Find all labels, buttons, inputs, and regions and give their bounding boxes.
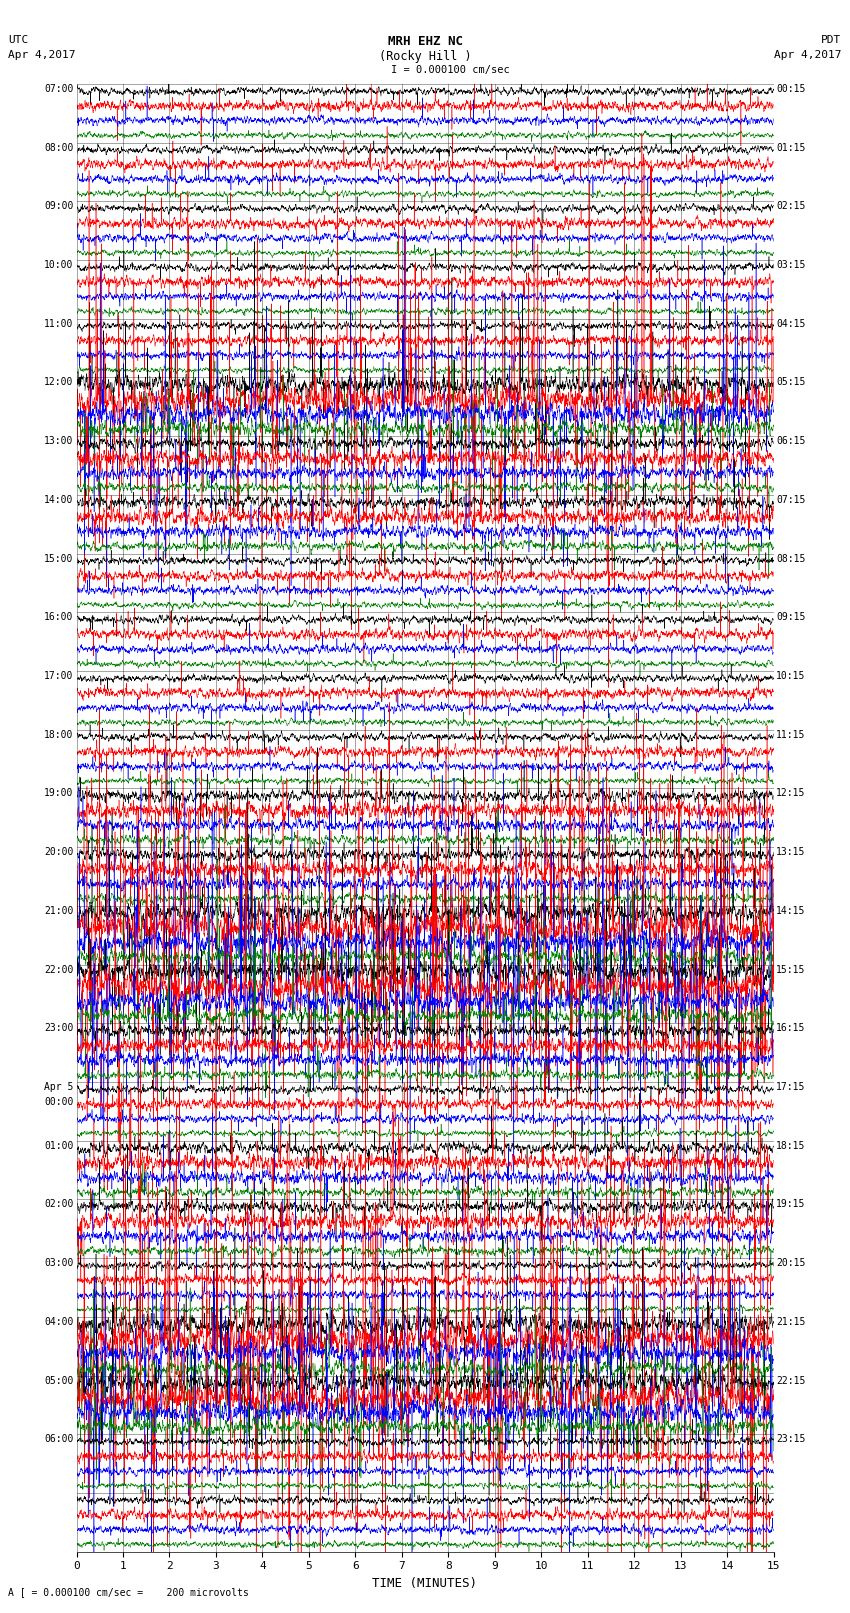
Text: 02:00: 02:00 [44, 1200, 74, 1210]
Text: 14:00: 14:00 [44, 495, 74, 505]
Text: Apr 5: Apr 5 [44, 1082, 74, 1092]
Text: 19:00: 19:00 [44, 789, 74, 798]
Text: A [ = 0.000100 cm/sec =    200 microvolts: A [ = 0.000100 cm/sec = 200 microvolts [8, 1587, 249, 1597]
Text: UTC: UTC [8, 35, 29, 45]
Text: 17:15: 17:15 [776, 1082, 806, 1092]
Text: 03:00: 03:00 [44, 1258, 74, 1268]
Text: 11:00: 11:00 [44, 319, 74, 329]
Text: 06:15: 06:15 [776, 436, 806, 447]
X-axis label: TIME (MINUTES): TIME (MINUTES) [372, 1578, 478, 1590]
Text: 16:15: 16:15 [776, 1023, 806, 1034]
Text: Apr 4,2017: Apr 4,2017 [8, 50, 76, 60]
Text: 21:15: 21:15 [776, 1316, 806, 1327]
Text: 17:00: 17:00 [44, 671, 74, 681]
Text: 22:15: 22:15 [776, 1376, 806, 1386]
Text: 18:15: 18:15 [776, 1140, 806, 1150]
Text: 04:15: 04:15 [776, 319, 806, 329]
Text: 08:00: 08:00 [44, 142, 74, 153]
Text: 09:00: 09:00 [44, 202, 74, 211]
Text: PDT: PDT [821, 35, 842, 45]
Text: 15:00: 15:00 [44, 553, 74, 563]
Text: 08:15: 08:15 [776, 553, 806, 563]
Text: 07:00: 07:00 [44, 84, 74, 94]
Text: 03:15: 03:15 [776, 260, 806, 269]
Text: 21:00: 21:00 [44, 907, 74, 916]
Text: 02:15: 02:15 [776, 202, 806, 211]
Text: 19:15: 19:15 [776, 1200, 806, 1210]
Text: 00:00: 00:00 [44, 1097, 74, 1107]
Text: 01:00: 01:00 [44, 1140, 74, 1150]
Text: MRH EHZ NC: MRH EHZ NC [388, 35, 462, 48]
Text: 05:00: 05:00 [44, 1376, 74, 1386]
Text: 14:15: 14:15 [776, 907, 806, 916]
Text: 23:15: 23:15 [776, 1434, 806, 1444]
Text: 10:15: 10:15 [776, 671, 806, 681]
Text: (Rocky Hill ): (Rocky Hill ) [379, 50, 471, 63]
Text: 13:00: 13:00 [44, 436, 74, 447]
Text: 15:15: 15:15 [776, 965, 806, 974]
Text: 13:15: 13:15 [776, 847, 806, 857]
Text: 00:15: 00:15 [776, 84, 806, 94]
Text: 06:00: 06:00 [44, 1434, 74, 1444]
Text: 07:15: 07:15 [776, 495, 806, 505]
Text: 20:15: 20:15 [776, 1258, 806, 1268]
Text: 22:00: 22:00 [44, 965, 74, 974]
Text: 12:15: 12:15 [776, 789, 806, 798]
Text: 20:00: 20:00 [44, 847, 74, 857]
Text: 23:00: 23:00 [44, 1023, 74, 1034]
Text: 09:15: 09:15 [776, 613, 806, 623]
Text: I = 0.000100 cm/sec: I = 0.000100 cm/sec [391, 65, 510, 74]
Text: 12:00: 12:00 [44, 377, 74, 387]
Text: 11:15: 11:15 [776, 729, 806, 740]
Text: 16:00: 16:00 [44, 613, 74, 623]
Text: 05:15: 05:15 [776, 377, 806, 387]
Text: 01:15: 01:15 [776, 142, 806, 153]
Text: 10:00: 10:00 [44, 260, 74, 269]
Text: 18:00: 18:00 [44, 729, 74, 740]
Text: 04:00: 04:00 [44, 1316, 74, 1327]
Text: Apr 4,2017: Apr 4,2017 [774, 50, 842, 60]
